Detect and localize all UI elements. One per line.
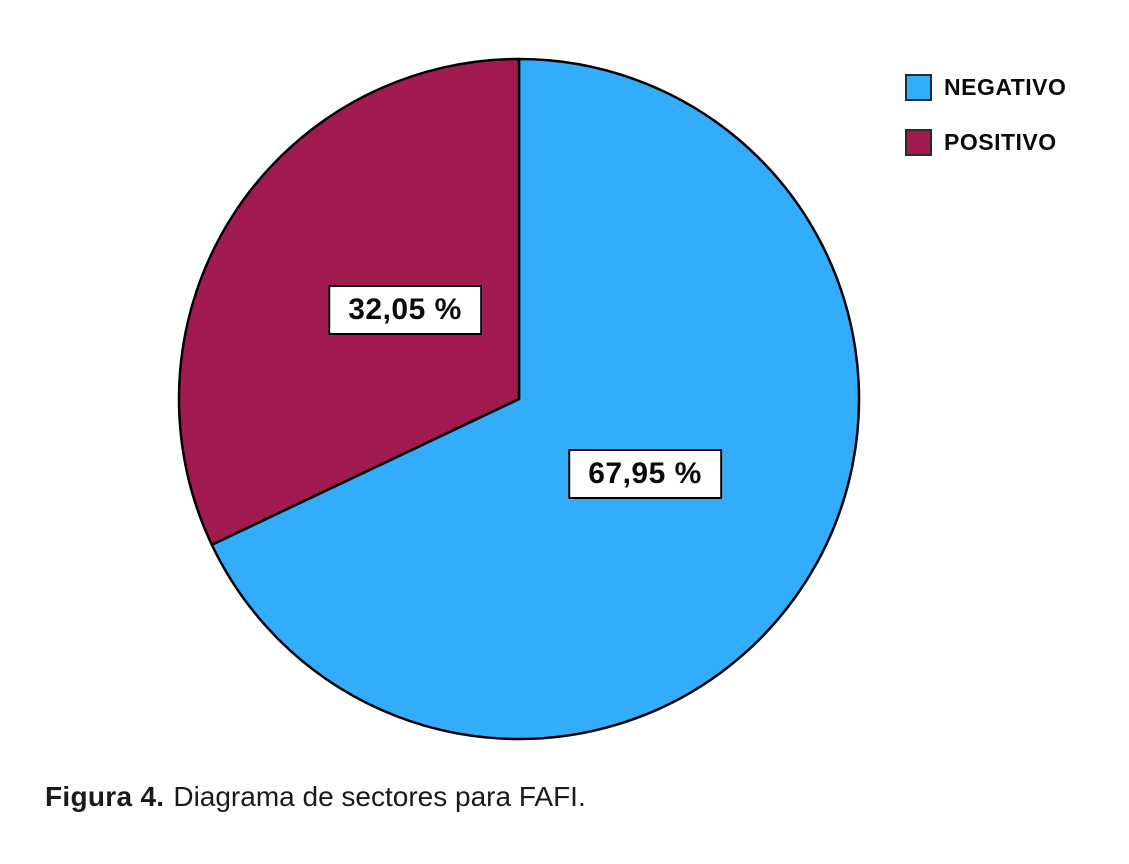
legend-swatch-negativo-icon [905, 74, 932, 101]
legend-item-positivo: POSITIVO [905, 129, 1066, 156]
figure-caption: Figura 4. Diagrama de sectores para FAFI. [45, 781, 586, 813]
figure-caption-text: Diagrama de sectores para FAFI. [173, 781, 586, 812]
pie-slice-label-negativo: 67,95 % [568, 449, 722, 499]
legend-label-negativo: NEGATIVO [944, 74, 1067, 100]
pie-slice-negativo [210, 57, 861, 741]
legend-label-positivo: POSITIVO [944, 129, 1057, 155]
pie-slice-label-positivo: 32,05 % [328, 285, 482, 335]
legend: NEGATIVO POSITIVO [905, 74, 1066, 156]
legend-item-negativo: NEGATIVO [905, 74, 1066, 101]
figure-caption-prefix: Figura 4. [45, 781, 165, 812]
legend-swatch-positivo-icon [905, 129, 932, 156]
